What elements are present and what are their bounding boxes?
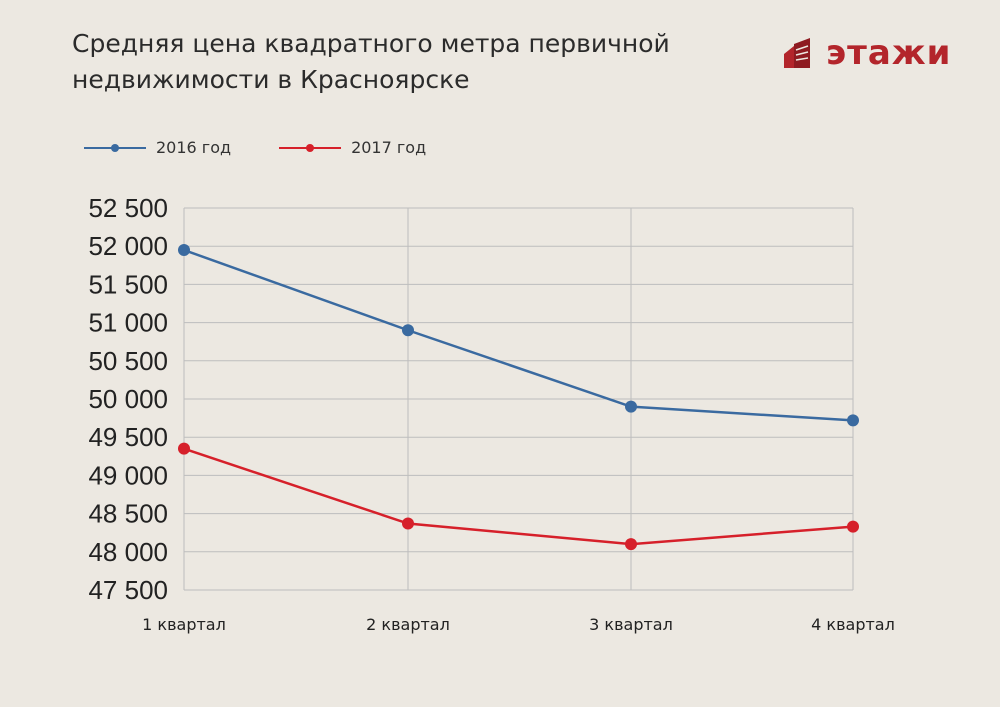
building-icon xyxy=(784,38,810,68)
series-line-2016 xyxy=(183,248,854,422)
x-tick-label: 3 квартал xyxy=(589,615,673,634)
y-tick-label: 48 000 xyxy=(88,537,168,567)
data-point-2016 xyxy=(402,324,414,337)
y-tick-label: 50 000 xyxy=(88,384,168,414)
x-tick-label: 2 квартал xyxy=(366,615,450,634)
data-point-2017 xyxy=(178,442,190,455)
y-tick-label: 51 500 xyxy=(88,269,168,299)
data-point-2016 xyxy=(178,244,190,257)
series-line-2017 xyxy=(183,447,854,546)
chart-title-line2: недвижимости в Красноярске xyxy=(72,65,470,94)
legend-label-2017: 2017 год xyxy=(351,138,427,157)
y-tick-label: 49 000 xyxy=(88,460,168,490)
legend-label-2016: 2016 год xyxy=(156,138,232,157)
data-point-2017 xyxy=(402,517,414,530)
chart-series xyxy=(178,244,859,551)
brand-logo: этажи xyxy=(782,36,951,70)
legend-line-2016-icon xyxy=(84,143,146,152)
data-point-2016 xyxy=(625,400,637,413)
y-tick-label: 52 500 xyxy=(88,193,168,223)
x-axis-ticks: 1 квартал 2 квартал 3 квартал 4 квартал xyxy=(142,615,895,634)
y-tick-label: 49 500 xyxy=(88,422,168,452)
data-point-2017 xyxy=(625,538,637,551)
chart-title-line1: Средняя цена квадратного метра первичной xyxy=(72,29,670,58)
data-point-2016 xyxy=(847,414,859,427)
y-tick-label: 52 000 xyxy=(88,231,168,261)
y-axis-ticks: 52 500 52 000 51 500 51 000 50 500 50 000 49 5… xyxy=(88,193,168,605)
x-tick-label: 4 квартал xyxy=(811,615,895,634)
legend-item-2016: 2016 год xyxy=(84,138,231,157)
legend: 2016 год 2017 год xyxy=(84,138,426,157)
logo-text: этажи xyxy=(826,33,952,73)
x-tick-label: 1 квартал xyxy=(142,615,226,634)
y-tick-label: 51 000 xyxy=(88,308,168,338)
chart-title: Средняя цена квадратного метра первичной… xyxy=(72,26,670,98)
y-tick-label: 47 500 xyxy=(88,575,168,605)
chart-grid xyxy=(183,207,854,591)
legend-line-2017-icon xyxy=(279,143,342,152)
y-tick-label: 50 500 xyxy=(88,346,168,376)
data-point-2017 xyxy=(847,520,859,533)
legend-item-2017: 2017 год xyxy=(279,138,426,157)
y-tick-label: 48 500 xyxy=(88,499,168,529)
